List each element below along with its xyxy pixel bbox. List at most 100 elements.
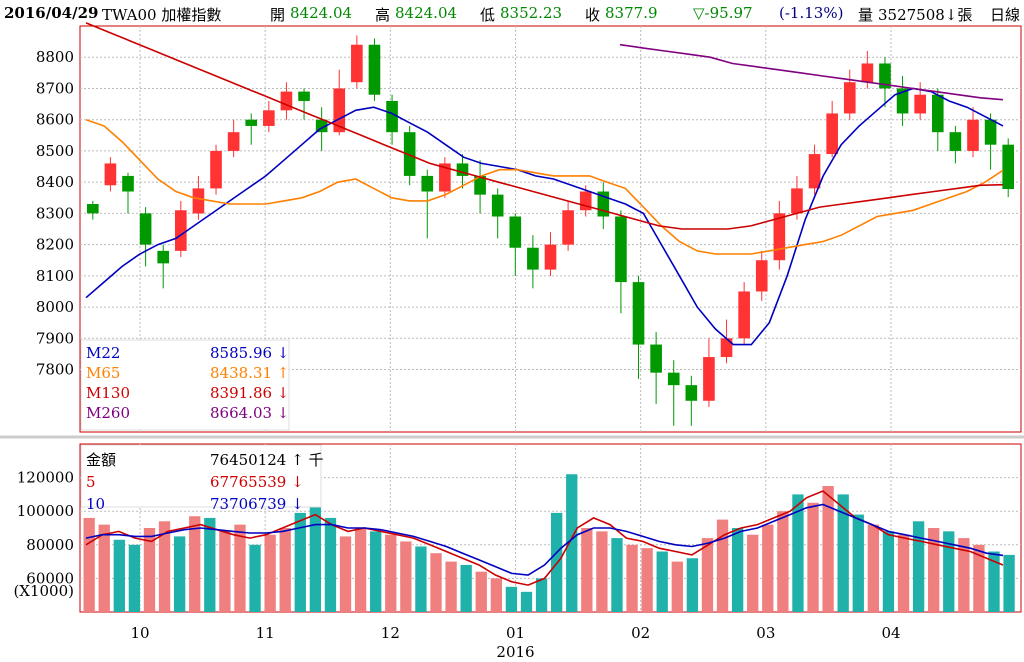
volume-bar (520, 591, 533, 612)
candle-body (86, 204, 99, 214)
candle-body (703, 357, 715, 401)
price-y-tick-label: 8400 (36, 173, 74, 191)
candle-body (386, 100, 398, 133)
volume-bar (339, 536, 352, 612)
candle-body (280, 91, 293, 111)
high-value: 8424.04 (395, 4, 458, 22)
volume-ma-line-10 (85, 503, 1004, 576)
price-y-tick-label: 7900 (36, 329, 74, 347)
price-y-tick-label: 8100 (36, 267, 74, 285)
candle-body (245, 119, 258, 126)
volume-bar (400, 541, 412, 612)
candle-body (351, 44, 363, 83)
volume-bar (279, 528, 291, 612)
candle-body (157, 250, 170, 264)
volume-bar (822, 486, 834, 612)
volume-legend-name: 金額 (86, 451, 116, 469)
volume-y-tick-label: 120000 (17, 469, 74, 487)
volume-value: 3527508↓張 (878, 6, 973, 24)
candle-body (685, 385, 698, 401)
candle-body (984, 119, 997, 145)
volume-y-tick-label: 100000 (17, 502, 74, 520)
volume-bar (354, 528, 367, 612)
volume-bar (490, 578, 502, 612)
change-pct-value: (-1.13%) (779, 4, 844, 22)
price-y-tick-label: 8800 (36, 48, 74, 66)
volume-bar (701, 538, 714, 612)
volume-bar (415, 546, 427, 612)
open-label: 開 (270, 6, 286, 24)
candle-body (967, 119, 979, 151)
price-y-tick-label: 7800 (36, 361, 74, 379)
ma-line-m22 (85, 87, 1004, 346)
x-tick-label: 02 (631, 624, 650, 642)
volume-bar (1003, 554, 1015, 612)
volume-unit-label: (X1000) (13, 582, 74, 600)
candle-body (227, 132, 240, 151)
candle-body (632, 282, 645, 345)
legend-item-value: 8391.86 ↓ (210, 384, 289, 402)
candle-body (738, 291, 750, 339)
volume-ma-line-5 (85, 490, 1004, 586)
candle-body (403, 132, 416, 176)
volume-bar (189, 516, 201, 612)
volume-y-tick-label: 80000 (26, 536, 74, 554)
volume-bar (204, 517, 216, 612)
candle-body (808, 154, 821, 189)
volume-label: 量 (858, 6, 874, 24)
price-y-tick-label: 8500 (36, 142, 74, 160)
volume-bar (158, 521, 171, 612)
volume-bar (566, 474, 578, 612)
candle-body (773, 213, 786, 261)
volume-bar (535, 578, 548, 612)
candle-body (139, 213, 152, 245)
volume-bar (370, 531, 382, 612)
volume-bar (611, 538, 623, 612)
volume-bar (958, 538, 970, 612)
legend-item-value: 8585.96 ↓ (210, 344, 289, 362)
symbol-label: TWA00 加權指數 (102, 6, 222, 24)
candle-body (562, 210, 574, 245)
candle-body (791, 188, 803, 214)
volume-bar (143, 528, 156, 612)
volume-bar (671, 561, 683, 612)
volume-bar (897, 534, 910, 612)
volume-bar (234, 524, 246, 612)
volume-bar (219, 531, 231, 612)
x-tick-label: 01 (506, 624, 525, 642)
legend-item-value: 8664.03 ↓ (210, 404, 289, 422)
candle-body (896, 88, 909, 114)
volume-bar (852, 514, 864, 612)
candle-body (175, 210, 187, 251)
price-legend-box (80, 339, 290, 431)
volume-bar (807, 502, 819, 612)
x-tick-label: 11 (256, 624, 275, 642)
candle-body (122, 175, 134, 192)
candle-body (104, 163, 117, 186)
price-y-tick-label: 8000 (36, 298, 74, 316)
ma-line-m260 (619, 43, 1004, 101)
volume-bar (113, 539, 125, 612)
legend-item-name: M22 (86, 344, 120, 362)
candle-body (861, 63, 874, 83)
volume-bar (686, 558, 699, 612)
volume-legend-name: 10 (86, 495, 105, 513)
candle-body (843, 82, 856, 114)
low-label: 低 (480, 6, 496, 24)
volume-bar (762, 524, 774, 612)
high-label: 高 (375, 6, 391, 24)
legend-item-name: M130 (86, 384, 130, 402)
candle-body (491, 194, 504, 217)
volume-bar (988, 551, 1000, 612)
candle-body (720, 338, 733, 358)
volume-bar (445, 561, 457, 612)
volume-bar (128, 544, 141, 612)
x-tick-label: 12 (381, 624, 400, 642)
volume-y-tick-label: 60000 (26, 569, 74, 587)
volume-bar (867, 524, 880, 612)
candle-body (421, 175, 434, 192)
candle-body (1002, 144, 1015, 190)
date-label: 2016/04/29 (4, 4, 99, 22)
change-value: ▽-95.97 (693, 4, 753, 22)
